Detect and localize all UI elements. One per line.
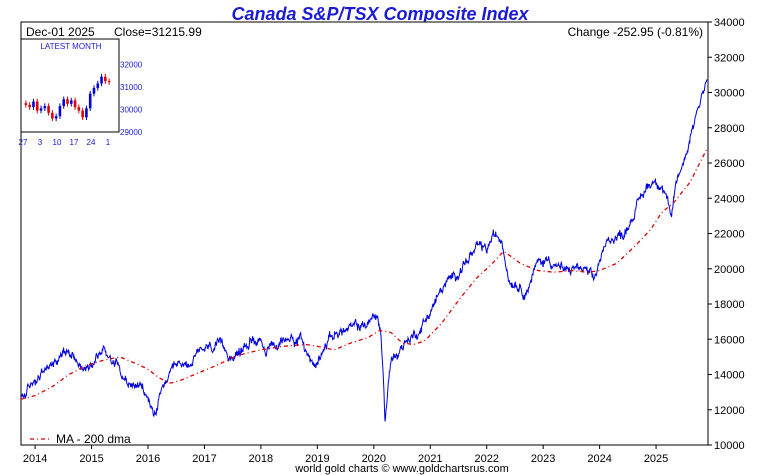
inset-candle-body [100,76,103,84]
inset-x-tick-label: 27 [19,138,28,147]
x-tick-label: 2018 [249,453,273,465]
header-date: Dec-01 2025 [26,25,95,39]
y-tick-label: 20000 [714,264,745,276]
y-tick-label: 14000 [714,370,745,382]
chart-title: Canada S&P/TSX Composite Index [231,4,529,24]
x-tick-label: 2017 [192,453,216,465]
inset-candle-body [92,87,96,94]
x-tick-label: 2014 [23,453,47,465]
inset-candle-body [66,99,69,104]
inset-candle-body [47,106,50,113]
inset-candle-body [85,108,88,118]
inset-x-tick-label: 1 [106,138,111,147]
inset-y-tick-label: 29000 [120,128,143,137]
inset-candle-body [32,101,35,108]
inset-candle-body [51,112,54,119]
inset-y-tick-label: 30000 [120,105,143,114]
inset-candle-body [28,104,31,108]
y-tick-label: 10000 [714,440,745,452]
inset-candle-body [58,106,62,117]
inset-latest-month: LATEST MONTH 29000 30000 31000 32000 27 3 10 17… [19,38,143,147]
legend: MA - 200 dma [30,432,131,446]
inset-candle-body [104,76,107,82]
ma-series-line [20,148,708,400]
inset-x-tick-label: 3 [38,138,43,147]
y-tick-label: 22000 [714,229,745,241]
header-close: Close=31215.99 [114,25,202,39]
header-change: Change -252.95 (-0.81%) [568,25,703,39]
inset-y-tick-label: 31000 [120,83,143,92]
inset-y-tick-label: 32000 [120,60,143,69]
y-tick-label: 26000 [714,158,745,170]
y-tick-label: 18000 [714,299,745,311]
inset-frame [20,38,120,133]
y-tick-label: 32000 [714,52,745,64]
x-tick-label: 2015 [79,453,103,465]
inset-candle-body [35,101,39,111]
inset-x-tick-label: 24 [87,138,96,147]
inset-title: LATEST MONTH [40,42,101,51]
y-axis: 10000 12000 14000 16000 18000 20000 22000 24000… [708,17,745,452]
inset-candle-body [77,107,81,111]
inset-candle-body [81,110,84,118]
inset-candle-body [73,100,77,108]
x-tick-label: 2024 [587,453,611,465]
y-tick-label: 24000 [714,193,745,205]
x-tick-label: 2016 [136,453,160,465]
price-series-line [20,79,708,422]
y-tick-label: 16000 [714,334,745,346]
inset-candle-body [62,99,66,107]
inset-content: 29000 30000 31000 32000 27 3 10 17 24 1 [19,60,143,147]
inset-candle-body [96,83,100,88]
inset-candle-body [107,81,111,83]
x-tick-label: 2019 [305,453,329,465]
inset-candle-body [43,106,47,109]
legend-ma-label: MA - 200 dma [56,432,131,446]
y-tick-label: 12000 [714,405,745,417]
x-tick-label: 2025 [644,453,668,465]
inset-candle-body [88,93,92,109]
x-tick-label: 2022 [474,453,498,465]
inset-x-tick-label: 17 [70,138,79,147]
inset-candle-body [39,108,43,111]
x-axis: 2014 2015 2016 2017 2018 2019 2020 2021 2022 2023… [23,445,668,465]
x-tick-label: 2020 [362,453,386,465]
x-tick-label: 2021 [418,453,442,465]
inset-candle-body [24,103,28,105]
y-tick-label: 28000 [714,123,745,135]
x-tick-label: 2023 [531,453,555,465]
inset-candle-body [54,116,58,119]
inset-x-tick-label: 10 [53,138,62,147]
series-layer [20,79,708,422]
y-tick-label: 34000 [714,17,745,29]
y-tick-label: 30000 [714,88,745,100]
footer-credit: world gold charts © www.goldchartsrus.co… [294,463,509,475]
inset-candle-body [69,100,73,104]
plot-area [20,21,709,446]
